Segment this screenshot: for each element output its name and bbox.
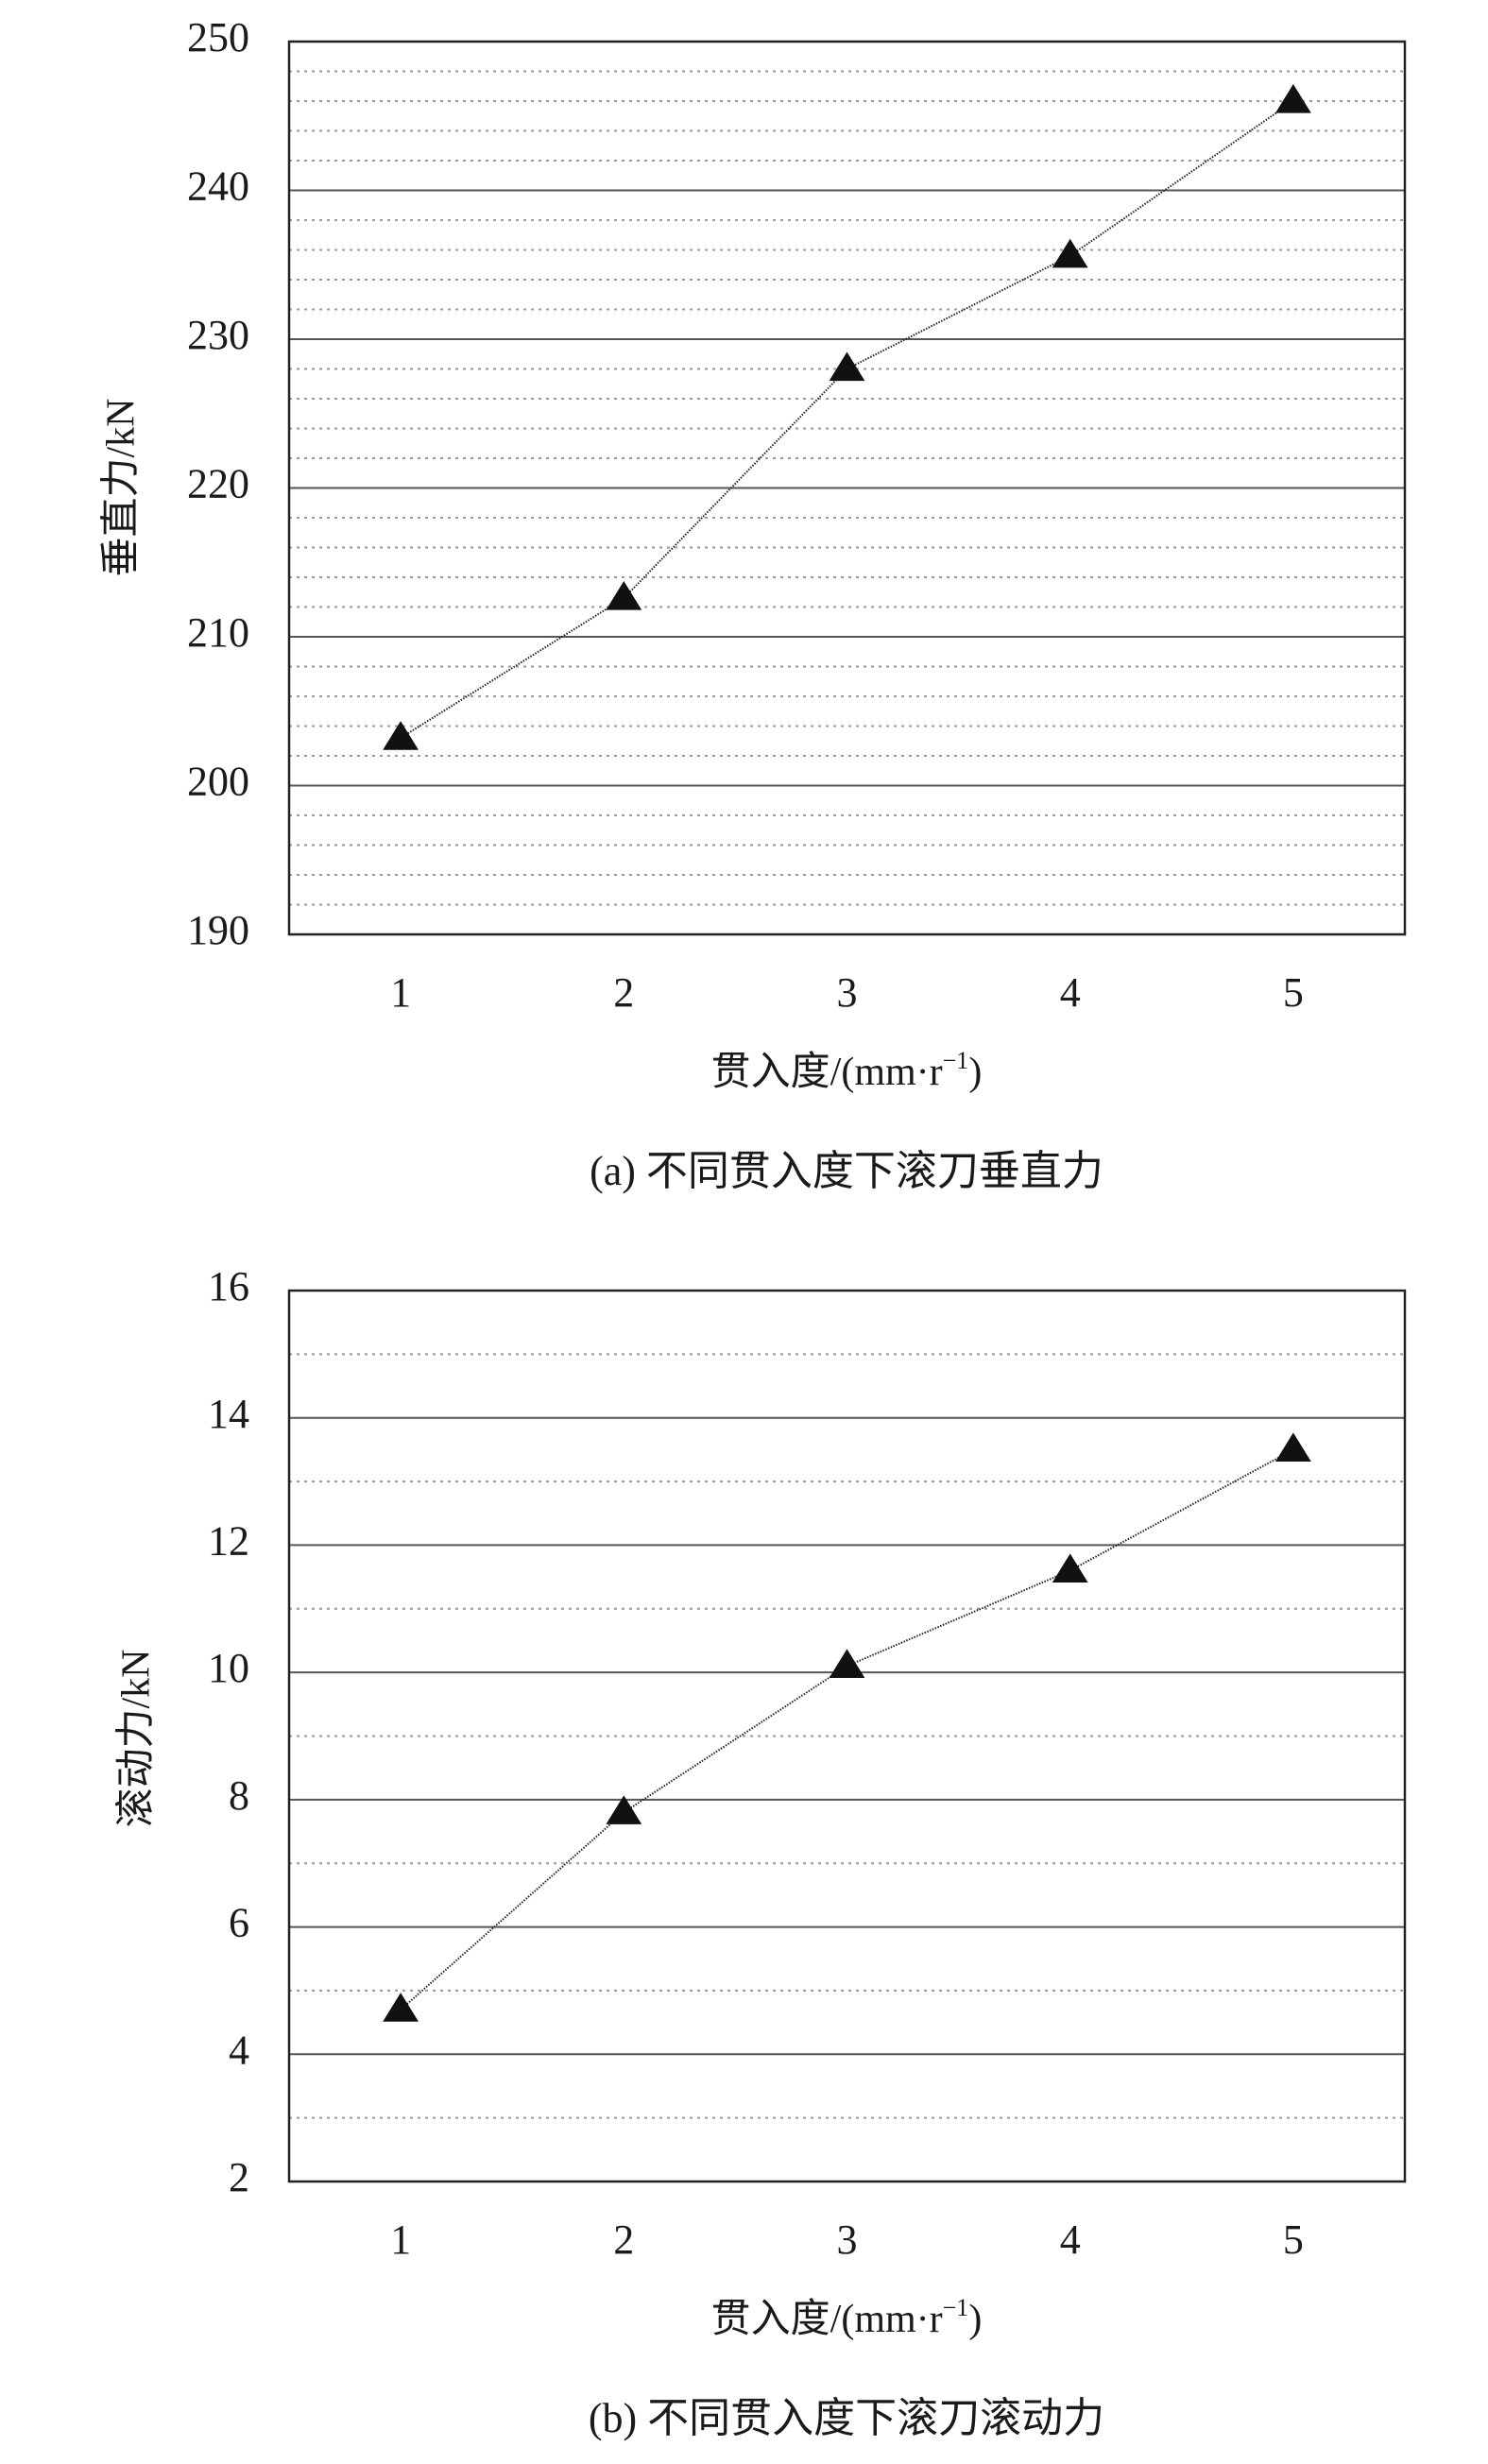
data-point-marker xyxy=(383,721,419,750)
x-axis-title: 贯入度/(mm·r−1) xyxy=(711,2294,983,2341)
minor-gridlines xyxy=(289,70,1405,906)
x-axis-title-suffix: ) xyxy=(968,1051,982,1094)
major-gridlines xyxy=(289,189,1405,787)
y-tick-label: 2 xyxy=(229,2154,249,2200)
data-point-marker xyxy=(1052,1553,1088,1583)
y-tick-label: 240 xyxy=(187,163,249,210)
x-tick-label: 5 xyxy=(1283,2216,1304,2263)
x-tick-label: 1 xyxy=(390,969,411,1016)
x-axis-title: 贯入度/(mm·r−1) xyxy=(711,1047,983,1094)
y-tick-label: 190 xyxy=(187,907,249,953)
y-tick-label: 10 xyxy=(208,1645,249,1691)
x-tick-label: 2 xyxy=(613,2216,634,2263)
y-tick-label: 200 xyxy=(187,759,249,805)
series-markers xyxy=(383,84,1311,750)
x-axis-tick-labels: 1 2 3 4 5 xyxy=(390,2216,1304,2263)
chart-caption: (b) 不同贯入度下滚刀滚动力 xyxy=(589,2395,1104,2441)
chart-a: 190 200 210 220 230 240 250 1 2 3 4 5 垂直力/kN 贯入度/(… xyxy=(100,14,1407,1194)
x-tick-label: 5 xyxy=(1283,969,1304,1016)
y-tick-label: 8 xyxy=(229,1772,249,1819)
y-tick-label: 210 xyxy=(187,609,249,656)
x-tick-label: 3 xyxy=(837,969,858,1016)
series-line-path xyxy=(400,1448,1294,2011)
y-tick-label: 12 xyxy=(208,1518,249,1565)
data-point-marker xyxy=(1275,84,1311,113)
data-point-marker xyxy=(1275,1432,1311,1462)
y-tick-label: 16 xyxy=(208,1263,249,1309)
x-axis-title-suffix: ) xyxy=(968,2298,982,2341)
series-line-path xyxy=(400,100,1294,739)
y-tick-label: 220 xyxy=(187,461,249,507)
y-axis-title: 垂直力/kN xyxy=(100,398,144,576)
y-tick-label: 6 xyxy=(229,1900,249,1946)
major-gridlines xyxy=(289,1416,1405,2056)
y-tick-label: 250 xyxy=(187,14,249,60)
x-axis-title-superscript: −1 xyxy=(943,1047,969,1074)
data-point-marker xyxy=(1052,238,1088,268)
y-axis-tick-labels: 2 4 6 8 10 12 14 16 xyxy=(208,1263,249,2200)
series-line xyxy=(400,100,1294,739)
plot-area xyxy=(287,1289,1407,2183)
chart-caption: (a) 不同贯入度下滚刀垂直力 xyxy=(590,1148,1103,1194)
plot-area xyxy=(287,40,1407,936)
x-axis-title-superscript: −1 xyxy=(943,2294,969,2321)
data-point-marker xyxy=(829,1649,865,1679)
y-tick-label: 230 xyxy=(187,312,249,358)
data-point-marker xyxy=(606,1795,642,1824)
data-point-marker xyxy=(829,351,865,382)
x-tick-label: 4 xyxy=(1060,2216,1081,2263)
data-point-marker xyxy=(383,1993,419,2022)
x-axis-title-main: 贯入度/(mm·r xyxy=(711,1051,943,1094)
y-tick-label: 4 xyxy=(229,2027,249,2073)
x-tick-label: 1 xyxy=(390,2216,411,2263)
y-axis-tick-labels: 190 200 210 220 230 240 250 xyxy=(187,14,249,953)
x-tick-label: 3 xyxy=(837,2216,858,2263)
x-axis-title-main: 贯入度/(mm·r xyxy=(711,2298,943,2341)
y-tick-label: 14 xyxy=(208,1391,249,1437)
y-axis-title: 滚动力/kN xyxy=(115,1649,159,1827)
x-tick-label: 2 xyxy=(613,969,634,1016)
minor-gridlines xyxy=(289,1353,1405,2119)
x-tick-label: 4 xyxy=(1060,969,1081,1016)
data-point-marker xyxy=(606,581,642,610)
series-line xyxy=(400,1448,1294,2011)
series-markers xyxy=(383,1432,1311,2022)
x-axis-tick-labels: 1 2 3 4 5 xyxy=(390,969,1304,1016)
